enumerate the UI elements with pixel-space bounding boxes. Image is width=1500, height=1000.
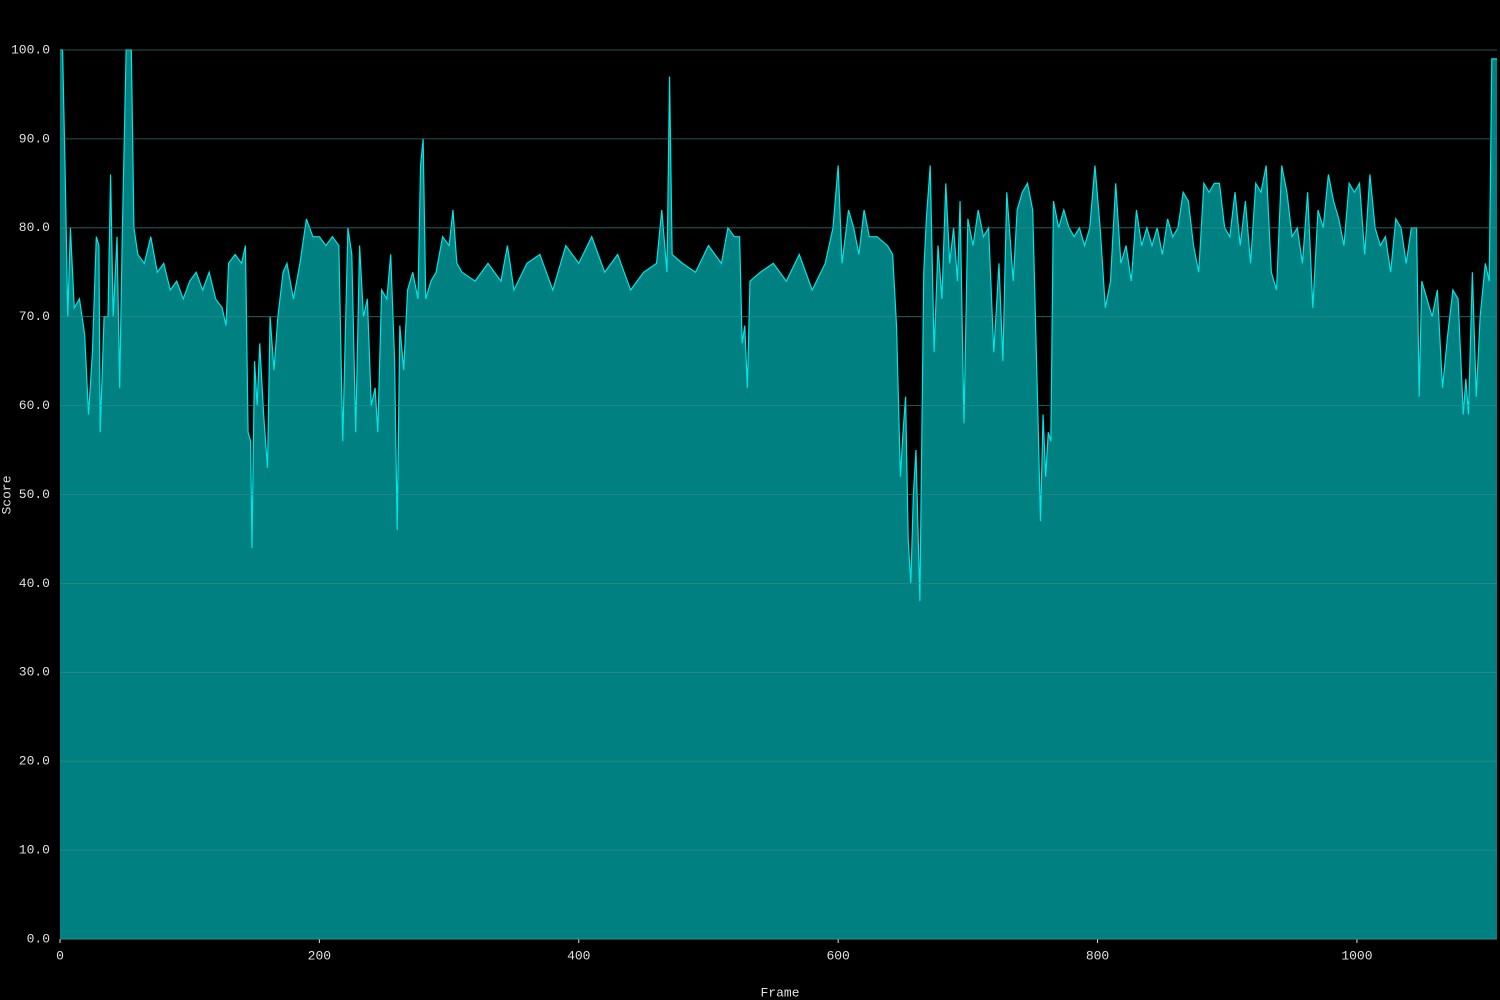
y-tick-label: 50.0: [19, 487, 50, 502]
x-tick-label: 600: [826, 948, 849, 963]
x-tick-label: 1000: [1341, 948, 1372, 963]
y-tick-label: 10.0: [19, 843, 50, 858]
y-tick-label: 20.0: [19, 754, 50, 769]
x-tick-label: 800: [1086, 948, 1109, 963]
x-tick-label: 400: [567, 948, 590, 963]
y-tick-label: 60.0: [19, 398, 50, 413]
y-tick-label: 90.0: [19, 131, 50, 146]
x-tick-label: 200: [308, 948, 331, 963]
y-tick-label: 80.0: [19, 220, 50, 235]
y-axis-label: Score: [0, 475, 14, 514]
x-tick-label: 0: [56, 948, 64, 963]
y-tick-label: 0.0: [27, 931, 50, 946]
x-axis-label: Frame: [760, 985, 799, 1000]
y-tick-label: 30.0: [19, 665, 50, 680]
y-tick-label: 100.0: [11, 42, 50, 57]
y-tick-label: 40.0: [19, 576, 50, 591]
line: [60, 49, 1497, 602]
y-tick-label: 70.0: [19, 309, 50, 324]
